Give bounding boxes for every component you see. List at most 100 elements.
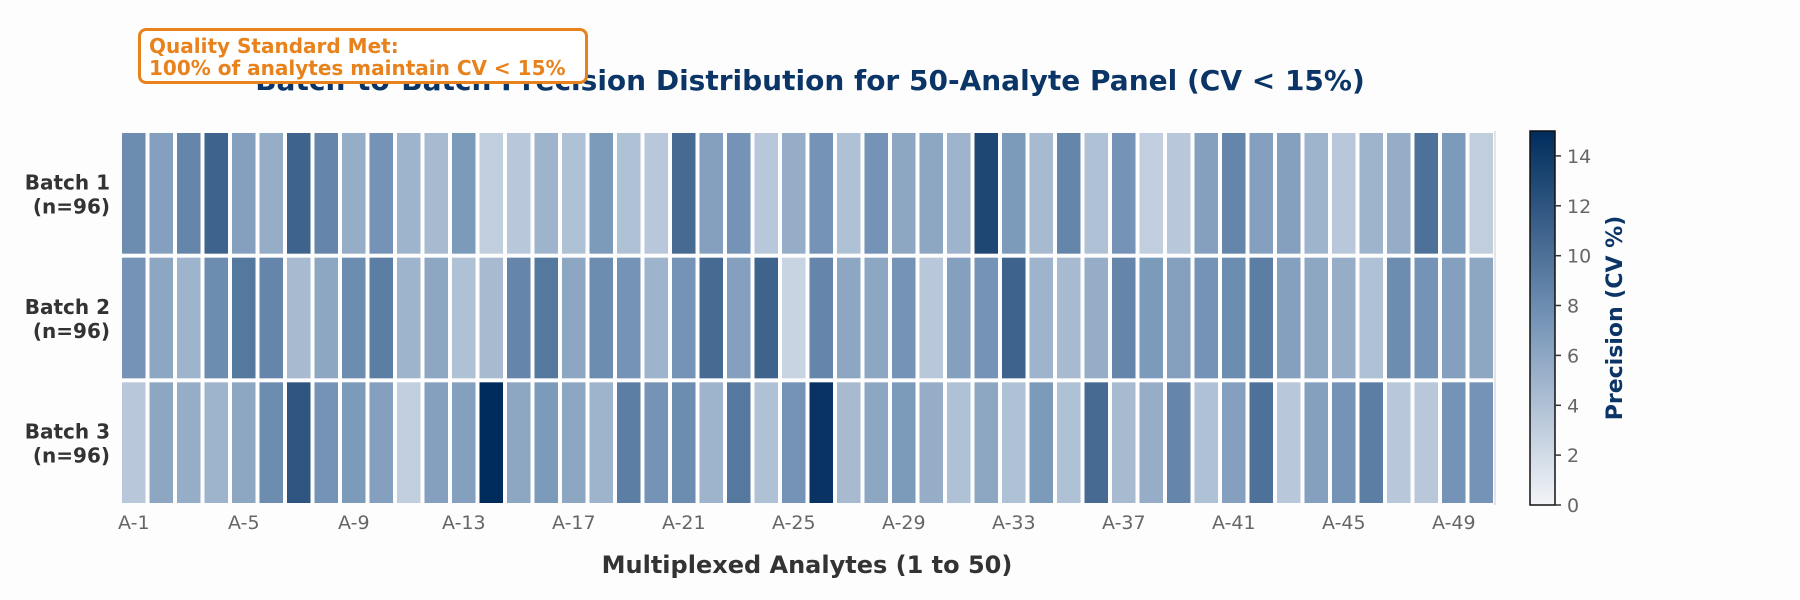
x-tick-label: A-29 bbox=[882, 512, 926, 534]
heatmap-cell bbox=[534, 133, 558, 254]
x-tick-label: A-37 bbox=[1102, 512, 1146, 534]
heatmap-cell bbox=[919, 133, 943, 254]
heatmap-cell bbox=[947, 133, 971, 254]
heatmap-cell bbox=[809, 382, 833, 503]
heatmap-cell bbox=[1277, 133, 1301, 254]
x-tick-label: A-25 bbox=[772, 512, 816, 534]
heatmap-cell bbox=[1249, 382, 1273, 503]
heatmap-cell bbox=[1112, 257, 1136, 379]
heatmap-cell bbox=[837, 257, 861, 379]
heatmap-cell bbox=[644, 257, 668, 379]
heatmap-cell bbox=[259, 382, 283, 503]
heatmap-cell bbox=[1057, 133, 1081, 254]
colorbar-label: Precision (CV %) bbox=[1603, 216, 1628, 421]
x-tick-label: A-49 bbox=[1432, 512, 1476, 534]
heatmap-cell bbox=[782, 257, 806, 379]
heatmap-cell bbox=[1194, 382, 1218, 503]
heatmap-cell bbox=[837, 382, 861, 503]
heatmap-cell bbox=[1469, 257, 1493, 379]
heatmap-cell bbox=[947, 382, 971, 503]
heatmap-cell bbox=[589, 382, 613, 503]
colorbar-tick-label: 6 bbox=[1567, 345, 1579, 367]
heatmap-cell bbox=[1167, 133, 1191, 254]
heatmap-cell bbox=[1414, 133, 1438, 254]
heatmap-cell bbox=[562, 133, 586, 254]
heatmap-cell bbox=[314, 382, 338, 503]
heatmap-cell bbox=[672, 257, 696, 379]
x-axis-label: Multiplexed Analytes (1 to 50) bbox=[602, 551, 1013, 579]
heatmap-cell bbox=[149, 257, 173, 379]
x-tick-label: A-17 bbox=[552, 512, 596, 534]
heatmap-cell bbox=[232, 133, 256, 254]
heatmap-cell bbox=[204, 382, 228, 503]
heatmap-cell bbox=[1029, 382, 1053, 503]
heatmap-cell bbox=[1139, 382, 1163, 503]
x-tick-label: A-41 bbox=[1212, 512, 1256, 534]
heatmap-cell bbox=[1222, 382, 1246, 503]
heatmap-cell bbox=[892, 382, 916, 503]
heatmap-cell bbox=[1057, 382, 1081, 503]
heatmap-cell bbox=[589, 257, 613, 379]
colorbar-tick-label: 12 bbox=[1567, 196, 1591, 218]
heatmap-cell bbox=[589, 133, 613, 254]
heatmap-cell bbox=[204, 133, 228, 254]
heatmap-cell bbox=[287, 133, 311, 254]
colorbar-tick-label: 4 bbox=[1567, 395, 1579, 417]
colorbar-tick-label: 10 bbox=[1567, 246, 1591, 268]
heatmap-cell bbox=[452, 382, 476, 503]
colorbar-tick-label: 0 bbox=[1567, 495, 1579, 517]
heatmap-cell bbox=[149, 133, 173, 254]
heatmap-cell bbox=[1469, 133, 1493, 254]
heatmap-cell bbox=[1084, 382, 1108, 503]
heatmap-cell bbox=[397, 257, 421, 379]
row-label: Batch 2 (n=96) bbox=[25, 295, 110, 343]
heatmap-cell bbox=[369, 382, 393, 503]
colorbar-tick-label: 8 bbox=[1567, 296, 1579, 318]
heatmap-cell bbox=[1304, 257, 1328, 379]
heatmap-cell bbox=[177, 133, 201, 254]
heatmap-cell bbox=[1222, 133, 1246, 254]
heatmap-cell bbox=[562, 382, 586, 503]
heatmap-cell bbox=[892, 257, 916, 379]
heatmap-cell bbox=[1112, 382, 1136, 503]
heatmap-cell bbox=[699, 257, 723, 379]
x-tick-label: A-9 bbox=[338, 512, 370, 534]
heatmap-cell bbox=[1112, 133, 1136, 254]
heatmap-cell bbox=[1084, 257, 1108, 379]
heatmap-cell bbox=[754, 257, 778, 379]
x-tick-label: A-45 bbox=[1322, 512, 1366, 534]
heatmap-cell bbox=[259, 133, 283, 254]
heatmap-cell bbox=[424, 382, 448, 503]
heatmap-cell bbox=[1194, 133, 1218, 254]
heatmap-cell bbox=[1167, 257, 1191, 379]
heatmap-cell bbox=[809, 133, 833, 254]
heatmap-cell bbox=[479, 257, 503, 379]
colorbar bbox=[1529, 130, 1556, 506]
heatmap-cell bbox=[1442, 382, 1466, 503]
heatmap-cell bbox=[1359, 133, 1383, 254]
heatmap-cell bbox=[149, 382, 173, 503]
heatmap-cell bbox=[919, 257, 943, 379]
heatmap-cell bbox=[452, 257, 476, 379]
heatmap-cell bbox=[424, 133, 448, 254]
colorbar-tick-label: 2 bbox=[1567, 445, 1579, 467]
heatmap-cell bbox=[1139, 257, 1163, 379]
heatmap-cell bbox=[1387, 257, 1411, 379]
heatmap-cell bbox=[342, 133, 366, 254]
heatmap-cell bbox=[1249, 133, 1273, 254]
heatmap-cell bbox=[727, 133, 751, 254]
heatmap-cell bbox=[864, 382, 888, 503]
x-tick-label: A-33 bbox=[992, 512, 1036, 534]
x-axis-ticks: A-1 A-5 A-9 A-13 A-17 A-21 A-25 A-29 A-33 A-37 A-4… bbox=[118, 512, 1476, 534]
heatmap-cell bbox=[342, 257, 366, 379]
heatmap-cell bbox=[122, 382, 146, 503]
heatmap-cell bbox=[1469, 382, 1493, 503]
quality-annotation: Quality Standard Met: 100% of analytes m… bbox=[138, 28, 588, 84]
heatmap-cell bbox=[232, 382, 256, 503]
heatmap-cell bbox=[617, 133, 641, 254]
heatmap-cell bbox=[1332, 133, 1356, 254]
heatmap-cell bbox=[479, 382, 503, 503]
heatmap-cell bbox=[974, 257, 998, 379]
heatmap-cell bbox=[452, 133, 476, 254]
